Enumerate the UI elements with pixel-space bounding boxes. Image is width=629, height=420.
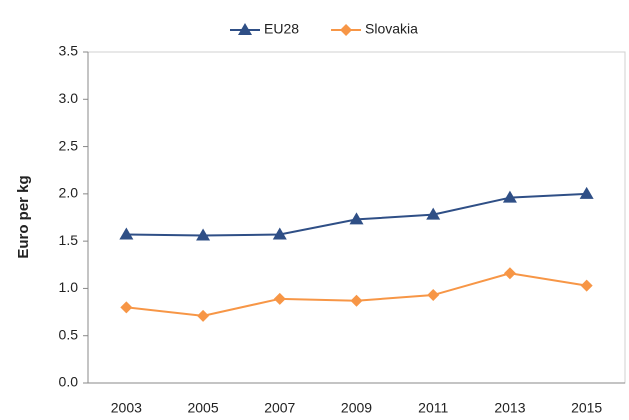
data-point: [272, 227, 287, 240]
data-point: [119, 227, 134, 240]
x-tick-label: 2009: [341, 400, 372, 416]
y-axis-title: Euro per kg: [15, 175, 32, 258]
data-point: [349, 212, 364, 225]
x-tick-label: 2013: [494, 400, 525, 416]
legend-label: Slovakia: [365, 21, 418, 37]
data-point: [197, 309, 210, 322]
data-point: [503, 267, 516, 280]
x-tick-label: 2015: [571, 400, 602, 416]
x-tick-label: 2003: [111, 400, 142, 416]
data-point: [273, 292, 286, 305]
data-point: [502, 190, 517, 203]
y-tick-label: 1.5: [59, 232, 79, 248]
legend-marker: [238, 23, 252, 35]
y-tick-label: 1.0: [59, 279, 79, 295]
data-point: [580, 279, 593, 292]
x-tick-label: 2007: [264, 400, 295, 416]
data-point: [196, 228, 211, 241]
data-point: [427, 289, 440, 302]
legend-label: EU28: [264, 21, 299, 37]
data-point: [426, 207, 441, 220]
data-point: [350, 294, 363, 307]
y-tick-label: 3.5: [59, 43, 79, 59]
y-tick-label: 0.0: [59, 374, 79, 390]
series-line: [126, 272, 587, 317]
data-point: [120, 301, 133, 314]
y-tick-label: 2.0: [59, 185, 79, 201]
data-point: [579, 186, 594, 199]
legend-marker: [340, 24, 353, 36]
y-tick-label: 0.5: [59, 326, 79, 342]
y-tick-label: 2.5: [59, 137, 79, 153]
x-tick-label: 2011: [418, 400, 448, 416]
x-tick-label: 2005: [187, 400, 218, 416]
y-tick-label: 3.0: [59, 90, 79, 106]
